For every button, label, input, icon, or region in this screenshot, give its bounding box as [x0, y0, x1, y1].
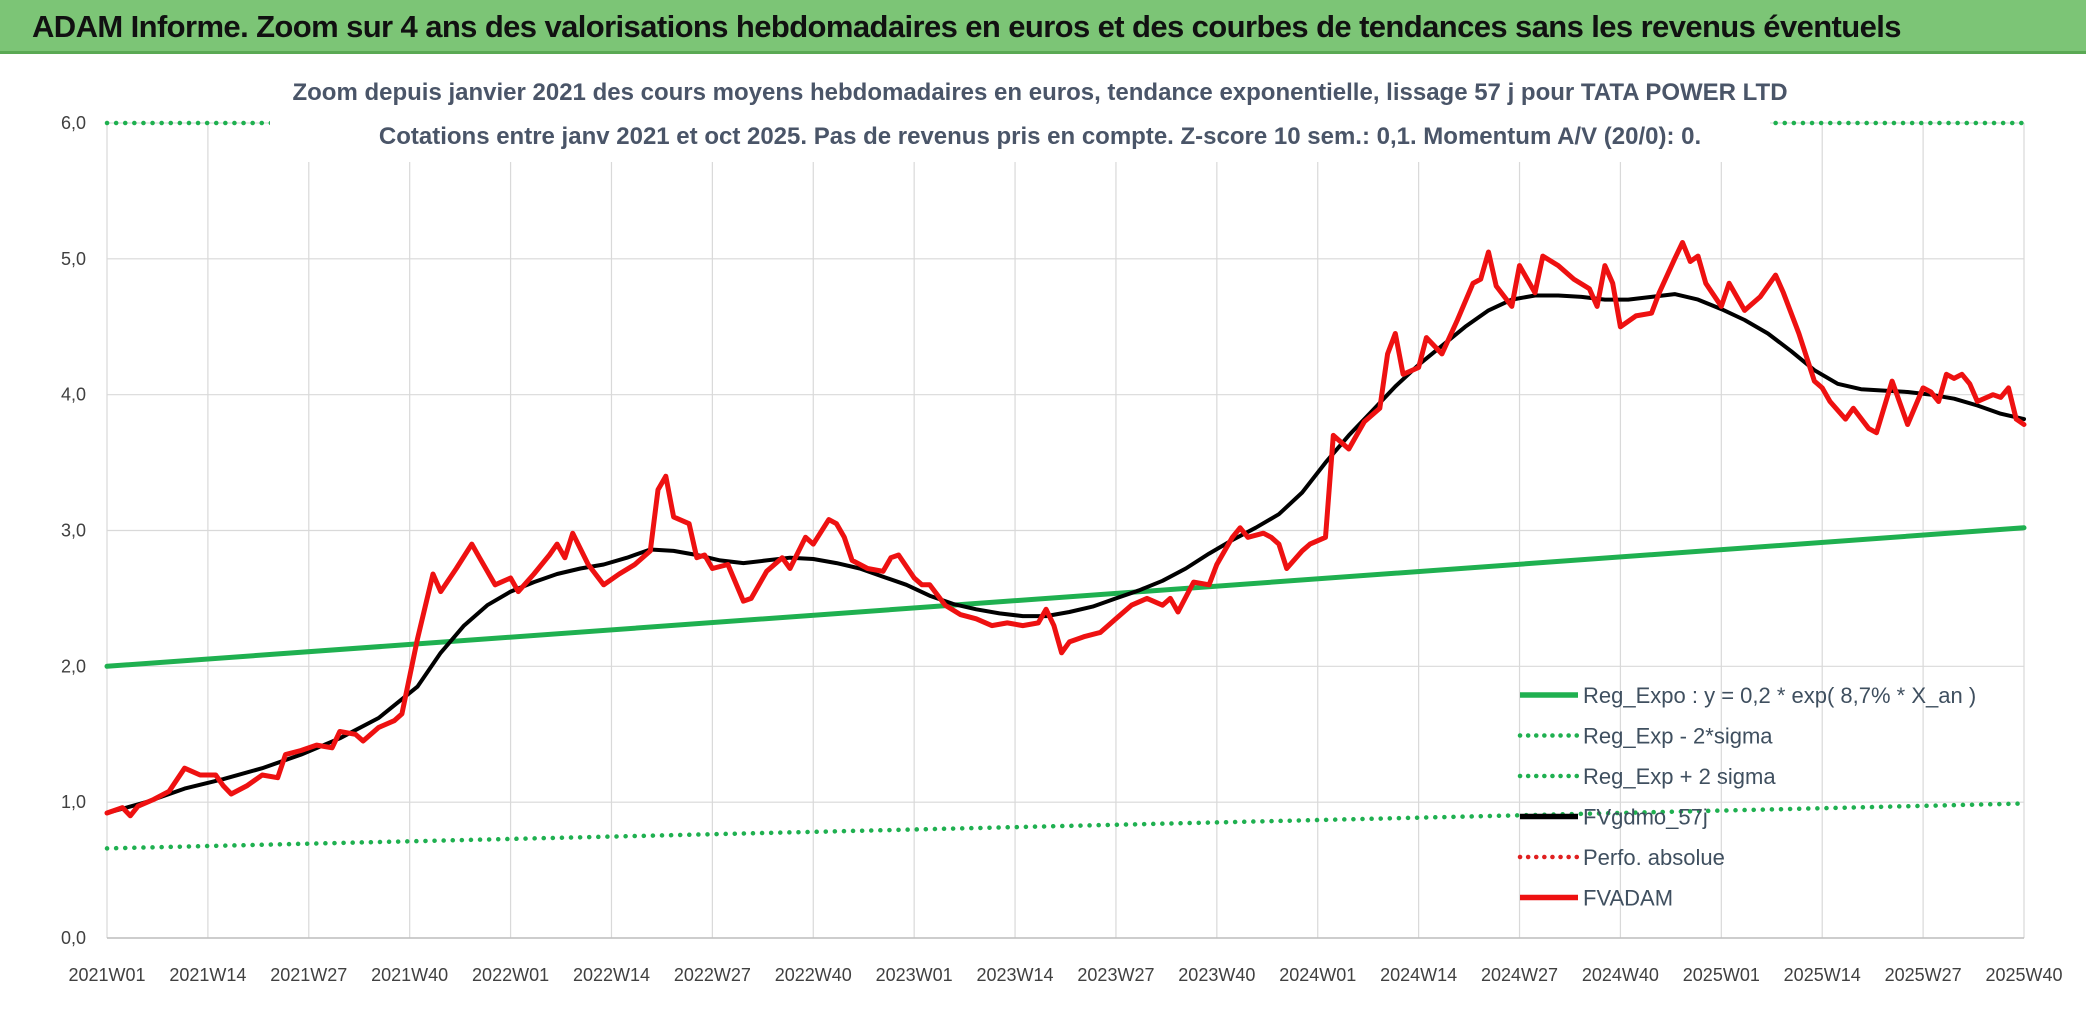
- x-tick-label: 2021W27: [270, 965, 347, 985]
- y-tick-label: 5,0: [61, 249, 86, 269]
- x-tick-label: 2022W01: [472, 965, 549, 985]
- series-line-3: [105, 292, 2026, 815]
- page-title: ADAM Informe. Zoom sur 4 ans des valoris…: [32, 9, 1902, 44]
- header-banner: ADAM Informe. Zoom sur 4 ans des valoris…: [0, 0, 2086, 54]
- x-tick-label: 2024W01: [1279, 965, 1356, 985]
- y-tick-label: 1,0: [61, 792, 86, 812]
- title-box: [270, 56, 1770, 162]
- legend-label: FVgdmo_57j: [1583, 805, 1708, 830]
- series-line-5: [104, 240, 2027, 819]
- x-tick-label: 2025W01: [1683, 965, 1760, 985]
- series-line-1: [104, 801, 2027, 851]
- x-tick-label: 2024W40: [1582, 965, 1659, 985]
- x-tick-label: 2023W40: [1178, 965, 1255, 985]
- chart-title: Zoom depuis janvier 2021 des cours moyen…: [292, 79, 1787, 106]
- x-tick-label: 2023W27: [1077, 965, 1154, 985]
- x-tick-label: 2021W40: [371, 965, 448, 985]
- x-tick-label: 2024W27: [1481, 965, 1558, 985]
- legend: Reg_Expo : y = 0,2 * exp( 8,7% * X_an ) R…: [1517, 683, 1976, 911]
- legend-label: Reg_Exp - 2*sigma: [1583, 724, 1773, 749]
- plot-background: [0, 54, 2086, 1029]
- x-axis-ticks: 2021W01 2021W14 2021W27 2021W40 2022W01 2022W…: [68, 965, 2062, 985]
- line-chart: 0,01,02,03,04,05,06,0 2021W01 2021W14 2021…: [0, 54, 2086, 1029]
- grid-lines: [106, 122, 2025, 939]
- x-tick-label: 2021W01: [68, 965, 145, 985]
- y-tick-label: 0,0: [61, 928, 86, 948]
- legend-label: Reg_Exp + 2 sigma: [1583, 764, 1776, 789]
- x-tick-label: 2023W01: [876, 965, 953, 985]
- legend-label: Perfo. absolue: [1583, 845, 1725, 870]
- x-tick-label: 2022W27: [674, 965, 751, 985]
- y-tick-label: 3,0: [61, 521, 86, 541]
- chart-subtitle: Cotations entre janv 2021 et oct 2025. P…: [379, 123, 1701, 150]
- legend-label: FVADAM: [1583, 886, 1673, 911]
- x-tick-label: 2023W14: [977, 965, 1054, 985]
- series-lines: [104, 120, 2027, 851]
- y-tick-label: 4,0: [61, 385, 86, 405]
- y-tick-label: 6,0: [61, 113, 86, 133]
- legend-label: Reg_Expo : y = 0,2 * exp( 8,7% * X_an ): [1583, 683, 1976, 708]
- x-tick-label: 2021W14: [169, 965, 246, 985]
- x-tick-label: 2022W14: [573, 965, 650, 985]
- x-tick-label: 2024W14: [1380, 965, 1457, 985]
- y-tick-label: 2,0: [61, 656, 86, 676]
- x-tick-label: 2022W40: [775, 965, 852, 985]
- x-tick-label: 2025W27: [1885, 965, 1962, 985]
- x-tick-label: 2025W14: [1784, 965, 1861, 985]
- series-line-0: [104, 525, 2027, 669]
- x-tick-label: 2025W40: [1985, 965, 2062, 985]
- y-axis-ticks: 0,0 1,0 2,0 3,0 4,0 5,0 6,0: [61, 113, 86, 948]
